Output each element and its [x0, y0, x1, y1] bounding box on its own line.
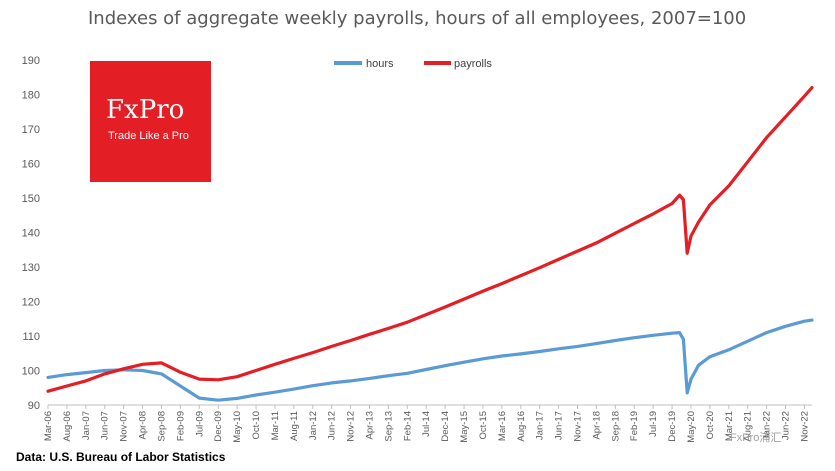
y-axis: 90 100 110 120 130 140 150 160 170 180 190 [22, 55, 40, 412]
watermark: FxPro浦汇 [730, 431, 781, 444]
x-tick-label: Sep-08 [156, 411, 167, 442]
fxpro-logo [90, 61, 211, 182]
series-line-payrolls [46, 86, 814, 393]
x-tick-label: Jun-07 [100, 411, 111, 440]
fxpro-logo-brand: FxPro [106, 95, 184, 125]
x-tick-label: Aug-11 [289, 411, 300, 441]
x-tick-label: Apr-13 [364, 411, 375, 440]
x-tick-label: Jun-22 [781, 411, 792, 440]
x-tick-label: Jan-17 [535, 411, 546, 440]
x-tick-label: Mar-21 [724, 411, 735, 441]
series-line-hours [46, 318, 814, 402]
x-tick-label: Mar-06 [43, 411, 54, 441]
y-tick-label: 100 [22, 366, 40, 378]
x-tick-label: Jul-19 [648, 411, 659, 437]
x-tick-label: Feb-14 [402, 411, 413, 441]
x-tick-label: Nov-07 [119, 411, 130, 442]
x-tick-label: Aug-21 [743, 411, 754, 442]
y-tick-label: 180 [22, 90, 40, 102]
x-tick-label: Mar-11 [270, 411, 281, 440]
x-tick-label: Dec-19 [667, 411, 678, 442]
x-tick-label: Aug-16 [516, 411, 527, 442]
y-tick-label: 90 [28, 400, 40, 412]
x-tick-label: Jan-22 [762, 411, 773, 440]
x-tick-label: Apr-08 [138, 411, 149, 440]
source-note: Data: U.S. Bureau of Labor Statistics [16, 450, 226, 464]
x-tick-label: Jun-17 [554, 411, 565, 440]
x-tick-label: Jan-12 [308, 411, 319, 440]
y-tick-label: 150 [22, 193, 40, 205]
x-tick-label: Mar-16 [497, 411, 508, 441]
x-tick-label: Dec-09 [213, 411, 224, 442]
x-tick-label: Oct-20 [705, 411, 716, 440]
y-tick-label: 120 [22, 297, 40, 309]
y-tick-label: 130 [22, 262, 40, 274]
legend-label-hours: hours [366, 58, 394, 70]
x-tick-label: Oct-10 [251, 411, 262, 440]
x-tick-label: May-20 [686, 411, 697, 443]
x-tick-label: Jul-14 [421, 411, 432, 437]
y-tick-label: 140 [22, 228, 40, 240]
x-tick-label: Jan-07 [81, 411, 92, 440]
x-tick-label: Aug-06 [62, 411, 73, 442]
x-tick-label: May-15 [459, 411, 470, 443]
y-tick-label: 190 [22, 55, 40, 67]
x-tick-label: Jun-12 [327, 411, 338, 440]
chart-legend: hours payrolls [334, 58, 492, 70]
fxpro-logo-tagline: Trade Like a Pro [108, 130, 189, 142]
x-tick-label: Nov-22 [799, 411, 810, 442]
chart-title: Indexes of aggregate weekly payrolls, ho… [88, 8, 746, 29]
x-tick-label: Jul-09 [194, 411, 205, 437]
x-tick-label: Sep-13 [383, 411, 394, 442]
x-tick-label: Dec-14 [440, 411, 451, 442]
x-tick-label: Sep-18 [610, 411, 621, 442]
x-tick-label: Feb-09 [175, 411, 186, 441]
x-tick-label: Apr-18 [591, 411, 602, 440]
y-tick-label: 110 [22, 331, 40, 343]
x-tick-label: Nov-12 [346, 411, 357, 442]
x-tick-label: May-10 [232, 411, 243, 443]
y-tick-label: 160 [22, 159, 40, 171]
x-axis: Mar-06 Aug-06 Jan-07 Jun-07 Nov-07 Apr-08 Sep-… [43, 404, 812, 443]
y-tick-label: 170 [22, 124, 40, 136]
x-tick-label: Oct-15 [478, 411, 489, 440]
legend-label-payrolls: payrolls [454, 58, 492, 70]
x-tick-label: Feb-19 [629, 411, 640, 441]
plot-area [46, 86, 814, 402]
x-tick-label: Nov-17 [573, 411, 584, 442]
